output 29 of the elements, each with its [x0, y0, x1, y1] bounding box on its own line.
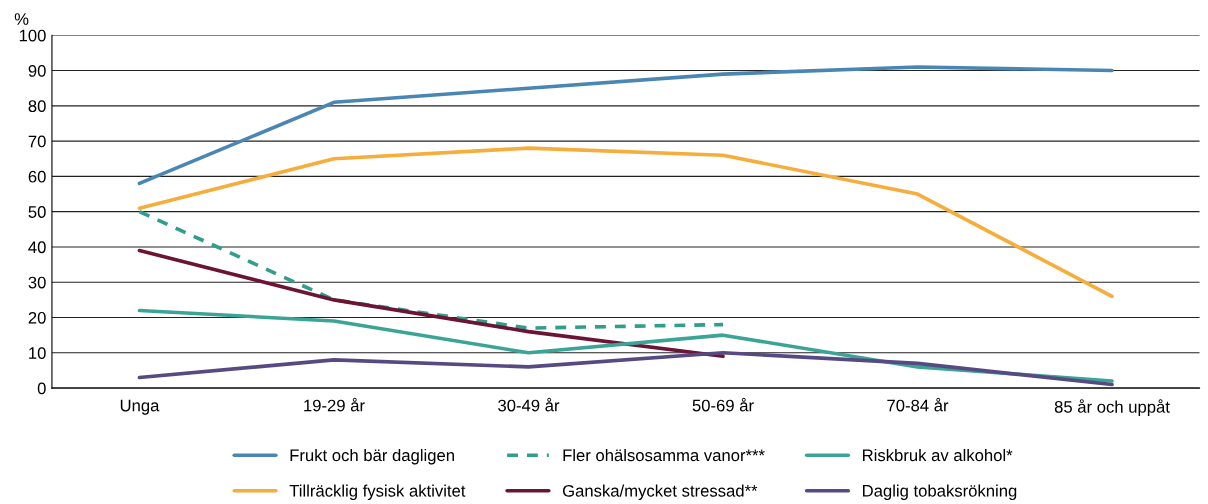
x-tick-label: 70-84 år — [887, 397, 949, 412]
x-tick-label: 85 år och uppåt — [1054, 399, 1170, 417]
line-series — [137, 209, 725, 330]
line-series — [137, 146, 1114, 299]
legend-label: Daglig tobaksrökning — [863, 484, 1017, 501]
y-tick-label: 60 — [28, 170, 46, 183]
line-series — [137, 65, 1114, 186]
y-tick-label: 80 — [28, 100, 46, 113]
y-tick-label: 30 — [28, 276, 46, 289]
y-tick-label: 100 — [19, 29, 46, 42]
y-tick-label: 20 — [28, 311, 46, 324]
legend-label: Riskbruk av alkohol* — [863, 448, 1013, 462]
y-tick-label: 10 — [29, 347, 46, 359]
legend-label: Ganska/mycket stressad** — [562, 484, 758, 501]
legend-label: Fler ohälsosamma vanor*** — [563, 448, 765, 462]
x-tick-label: 50-69 år — [692, 397, 754, 412]
x-tick-label: Unga — [120, 399, 160, 415]
y-tick-label: 70 — [28, 135, 46, 148]
y-tick-label: 50 — [28, 206, 46, 218]
x-tick-label: 19-29 år — [304, 397, 365, 412]
legend-label: Tillräcklig fysisk aktivitet — [289, 484, 466, 501]
y-tick-label: 0 — [37, 382, 46, 395]
x-tick-label: 30-49 år — [498, 397, 560, 412]
y-axis-title: % — [14, 13, 29, 25]
line-series — [137, 350, 1114, 387]
y-tick-label: 90 — [28, 64, 46, 77]
line-series — [137, 248, 725, 359]
y-tick-label: 40 — [28, 241, 46, 254]
legend-label: Frukt och bär dagligen — [290, 448, 454, 465]
